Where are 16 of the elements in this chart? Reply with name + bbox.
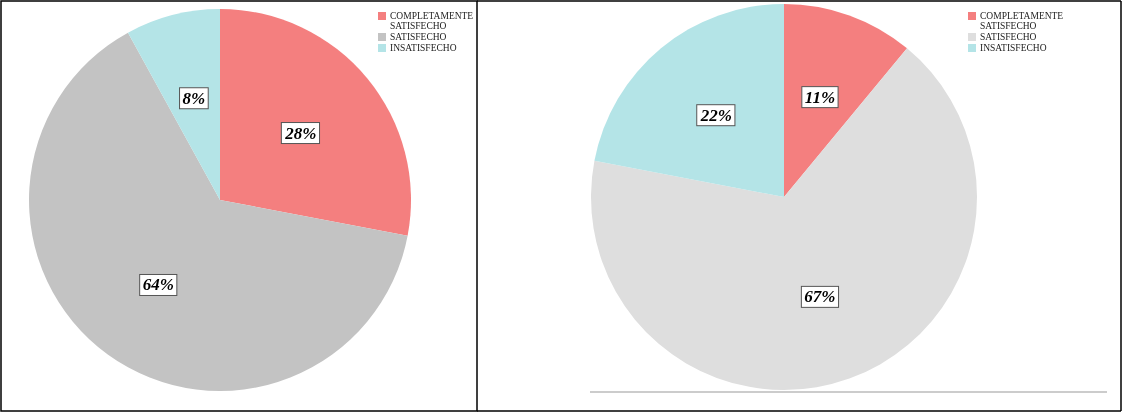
legend-label: COMPLETAMENTE SATISFECHO: [390, 11, 474, 31]
pie-slice: [594, 4, 784, 197]
legend-label: SATISFECHO: [980, 32, 1037, 42]
legend-label: INSATISFECHO: [980, 43, 1047, 53]
pie-slice: [784, 4, 908, 197]
data-label: 22%: [699, 105, 732, 125]
pie-slice: [127, 9, 220, 200]
data-label: 11%: [804, 87, 836, 107]
data-label: 64%: [142, 275, 174, 295]
data-label: 8%: [182, 88, 206, 108]
data-label: 67%: [804, 287, 836, 307]
pie-slice: [591, 48, 977, 390]
data-label: 28%: [284, 123, 317, 143]
legend-label: INSATISFECHO: [390, 43, 457, 53]
legend-label: SATISFECHO: [390, 32, 447, 42]
legend-label: COMPLETAMENTE SATISFECHO: [980, 11, 1064, 31]
